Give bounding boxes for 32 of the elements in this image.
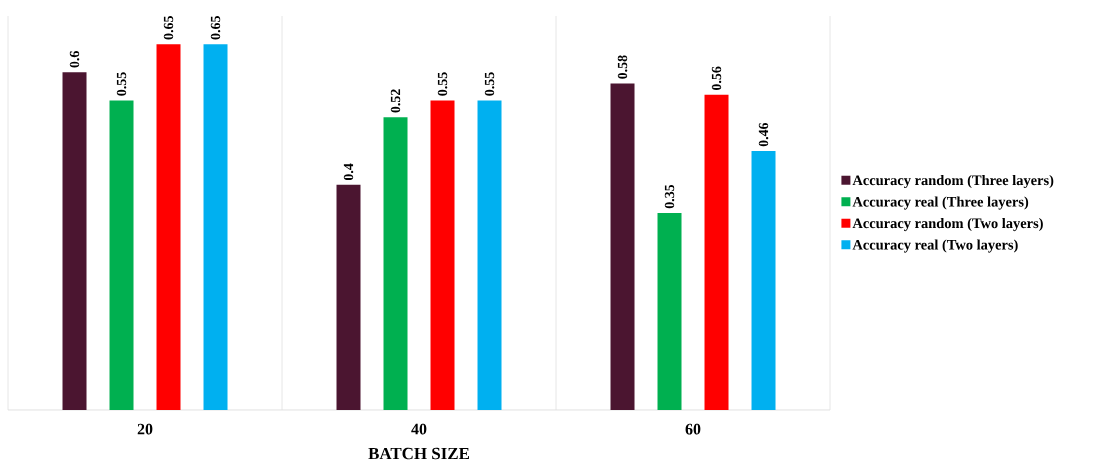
data-label: 0.65: [163, 16, 174, 40]
bar: [657, 212, 682, 410]
legend-label: Accuracy random (Two layers): [852, 217, 1043, 232]
data-label: 0.55: [437, 72, 448, 96]
data-label: 0.52: [390, 89, 401, 113]
data-label: 0.35: [664, 184, 675, 209]
bar: [477, 100, 502, 410]
data-label: 0.55: [484, 72, 495, 96]
data-label: 0.55: [116, 72, 127, 96]
bar: [430, 100, 455, 410]
legend-label: Accuracy random (Three layers): [852, 174, 1054, 189]
data-label: 0.65: [210, 16, 221, 40]
bar: [610, 83, 635, 410]
bar: [62, 72, 87, 410]
data-label: 0.58: [617, 55, 628, 79]
bar: [109, 100, 134, 410]
bar: [203, 44, 228, 410]
x-axis-title: BATCH SIZE: [368, 447, 470, 460]
data-label: 0.56: [711, 66, 722, 91]
bar: [156, 44, 181, 410]
legend-label: Accuracy real (Two layers): [852, 239, 1018, 253]
bar: [704, 94, 729, 410]
x-tick-label: 40: [411, 423, 427, 435]
data-label: 0.6: [69, 51, 80, 68]
x-tick-label: 20: [137, 423, 153, 435]
bar: [751, 151, 776, 410]
legend-label: Accuracy real (Three layers): [852, 196, 1029, 210]
data-label: 0.4: [343, 163, 354, 181]
bar: [336, 184, 361, 410]
x-tick-label: 60: [685, 423, 701, 435]
data-label: 0.46: [758, 122, 769, 147]
bar: [383, 117, 408, 410]
